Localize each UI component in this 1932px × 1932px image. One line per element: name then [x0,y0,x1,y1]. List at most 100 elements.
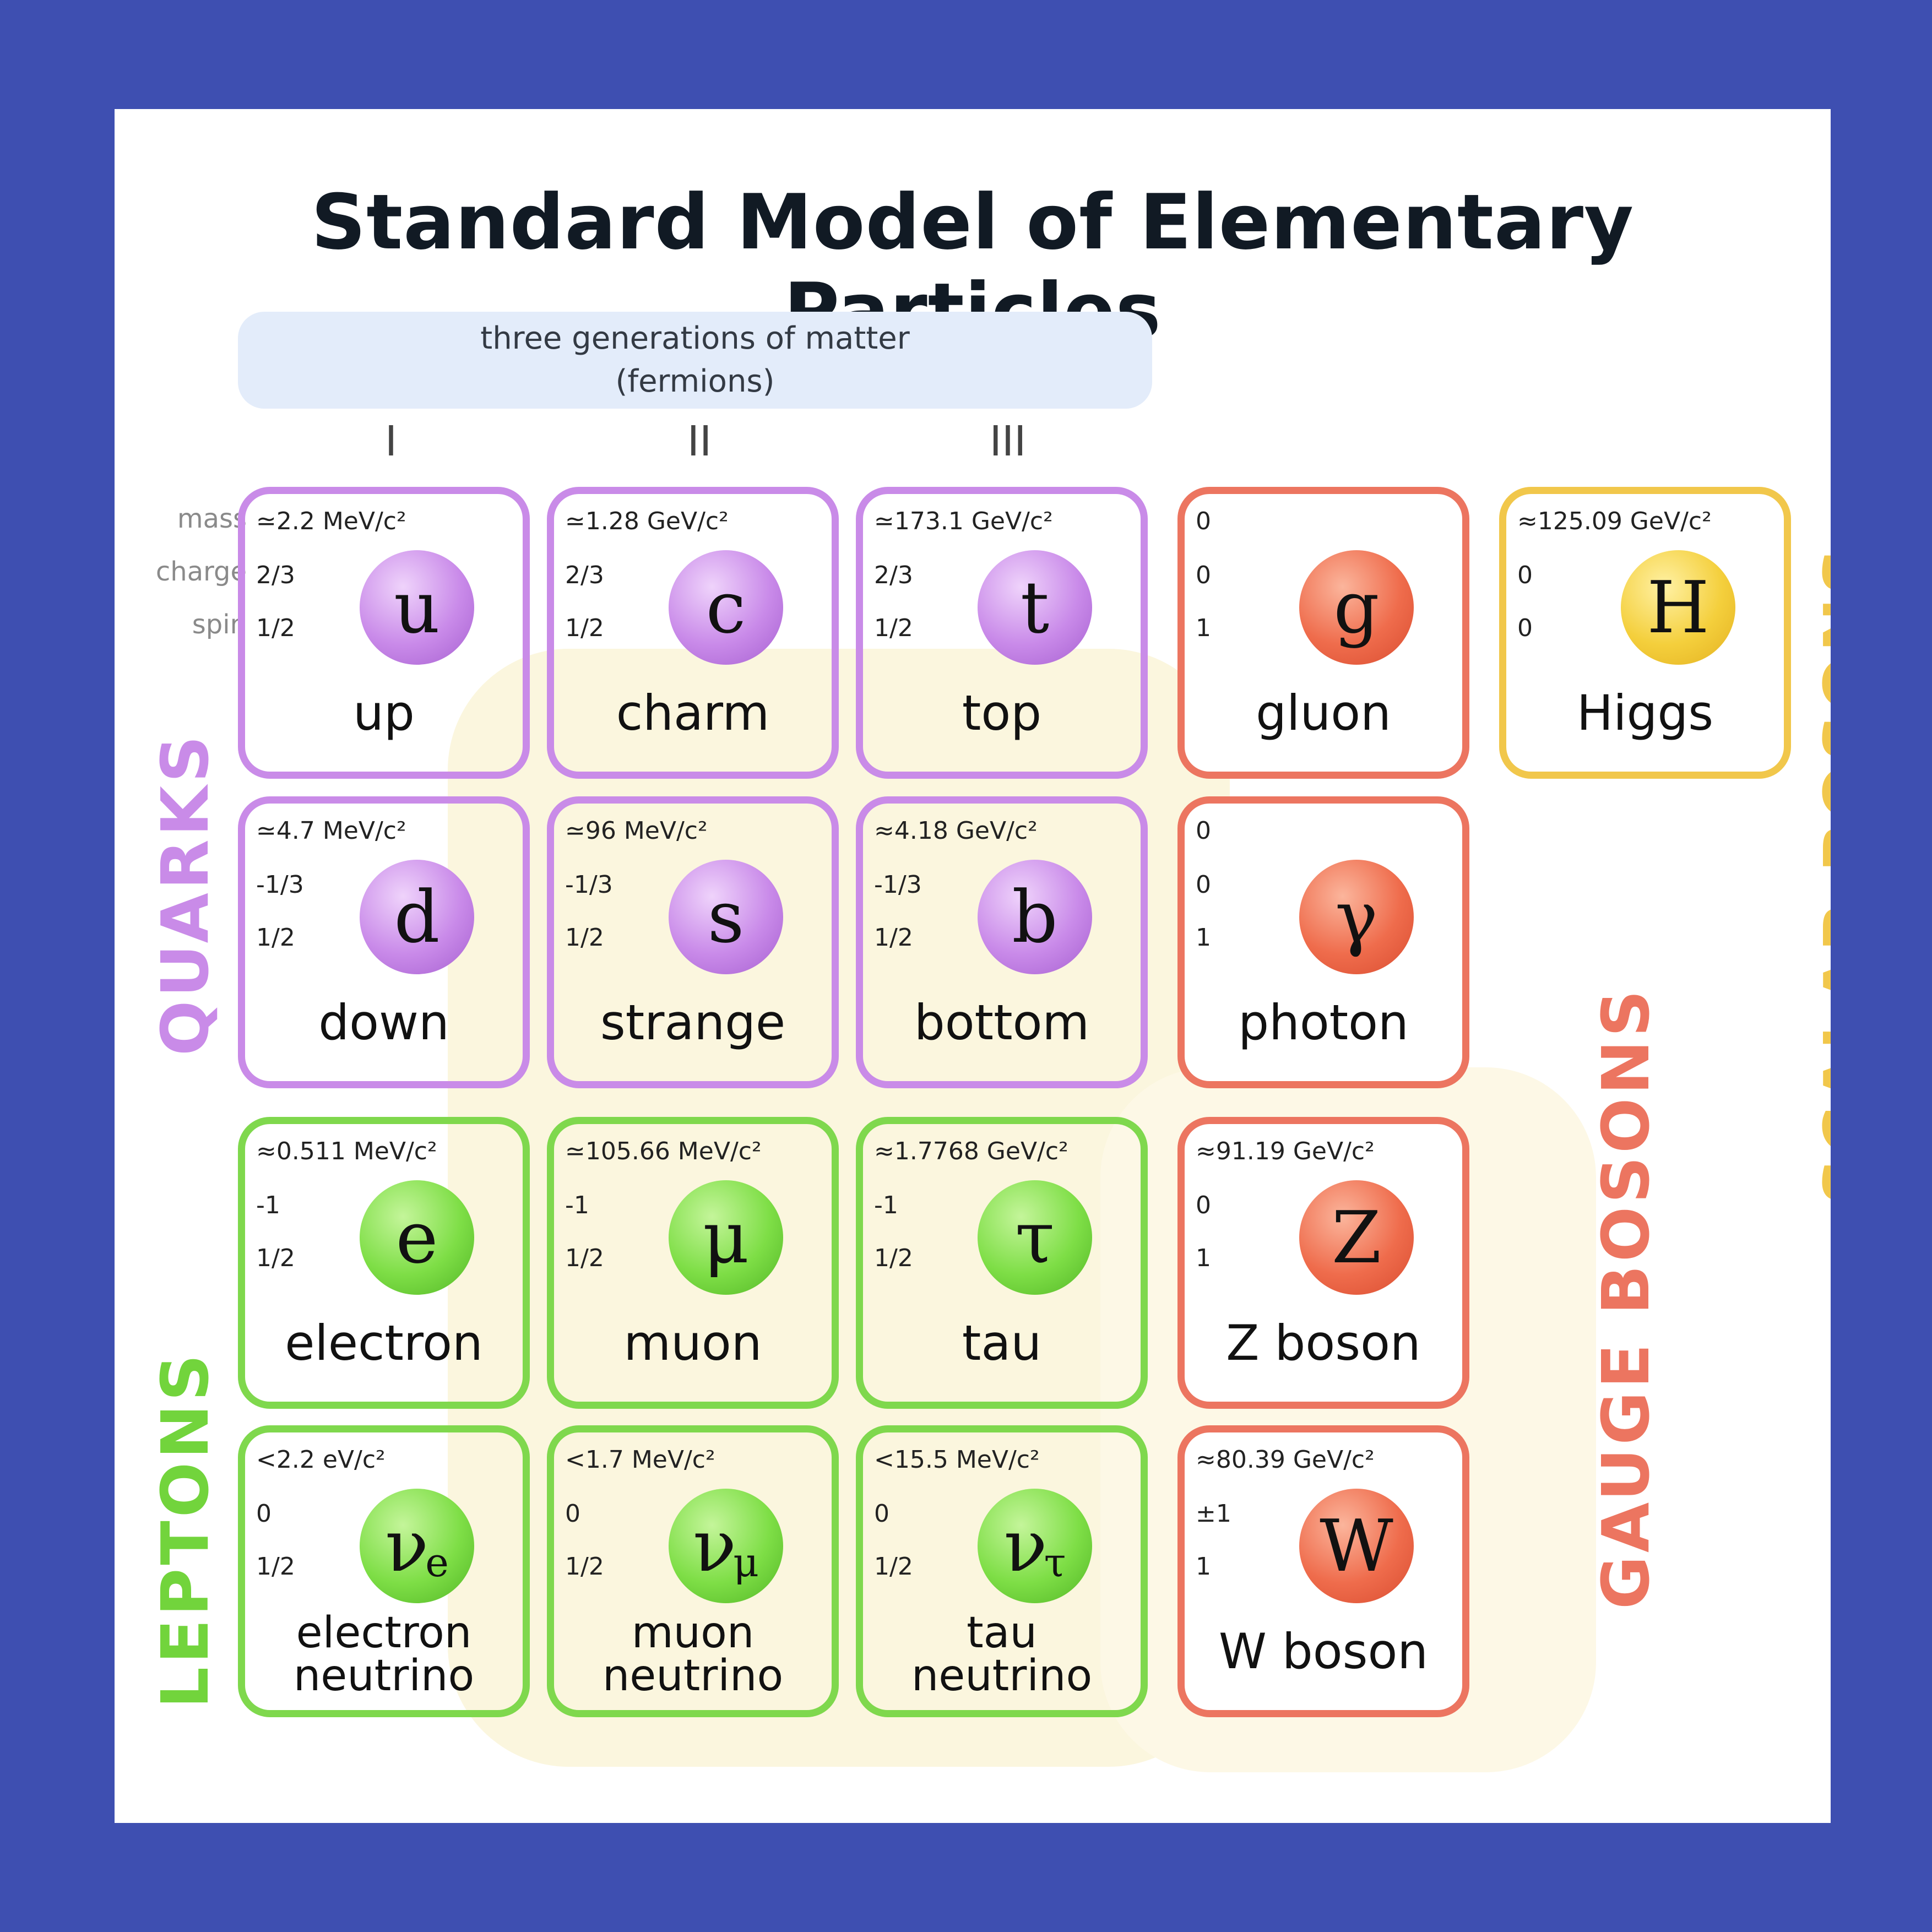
particle-card-strange[interactable]: ≃96 MeV/c² -1/3 1/2 s strange [547,796,839,1088]
particle-card-tau[interactable]: ≈1.7768 GeV/c² -1 1/2 τ tau [856,1117,1148,1409]
spin-value: 1/2 [256,924,295,952]
symbol-main: ν [693,1504,737,1588]
mass-value: ≃173.1 GeV/c² [874,507,1053,535]
mass-value: ≃1.28 GeV/c² [565,507,729,535]
particle-card-muon[interactable]: ≃105.66 MeV/c² -1 1/2 μ muon [547,1117,839,1409]
particle-name-line2: neutrino [602,1651,784,1701]
charge-value: -1 [565,1191,589,1219]
particle-symbol: H [1621,550,1735,665]
row-label-charge: charge [155,556,247,587]
particle-name: bottom [914,994,1090,1051]
particle-card-up[interactable]: ≃2.2 MeV/c² 2/3 1/2 u up [238,487,530,779]
particle-symbol: t [978,550,1092,665]
mass-value: ≃2.2 MeV/c² [256,507,406,535]
particle-symbol: s [669,860,783,974]
mass-value: ≈80.39 GeV/c² [1196,1446,1375,1474]
symbol-main: ν [1003,1504,1048,1588]
charge-value: 0 [1196,1191,1211,1219]
charge-value: 0 [256,1500,272,1528]
charge-value: 0 [565,1500,580,1528]
particle-card-bottom[interactable]: ≈4.18 GeV/c² -1/3 1/2 b bottom [856,796,1148,1088]
particle-card-down[interactable]: ≃4.7 MeV/c² -1/3 1/2 d down [238,796,530,1088]
particle-card-w-boson[interactable]: ≈80.39 GeV/c² ±1 1 W W boson [1177,1425,1469,1717]
particle-name: W boson [1218,1623,1429,1680]
particle-name: strange [600,994,786,1051]
spin-value: 1 [1196,1244,1211,1272]
particle-name: muon neutrino [554,1611,832,1697]
charge-value: -1/3 [256,871,304,899]
particle-card-gluon[interactable]: 0 0 1 g gluon [1177,487,1469,779]
spin-value: 1/2 [874,1244,913,1272]
particle-symbol: g [1299,550,1414,665]
group-label-gauge-bosons: GAUGE BOSONS [1588,986,1664,1609]
spin-value: 1/2 [565,1553,604,1581]
mass-value: ≃96 MeV/c² [565,817,708,845]
spin-value: 1/2 [256,614,295,642]
spin-value: 0 [1517,614,1533,642]
spin-value: 1 [1196,924,1211,952]
spin-value: 1/2 [256,1244,295,1272]
row-label-mass: mass [177,503,247,534]
charge-value: 2/3 [565,561,604,589]
charge-value: -1/3 [874,871,922,899]
group-label-scalar-bosons: SCALAR BOSONS [1810,544,1831,1204]
particle-symbol: Z [1299,1180,1414,1295]
particle-name-line2: neutrino [911,1651,1093,1701]
particle-name: Z boson [1226,1315,1421,1371]
mass-value: <1.7 MeV/c² [565,1446,715,1474]
charge-value: 2/3 [874,561,913,589]
mass-value: ≈91.19 GeV/c² [1196,1137,1375,1165]
fermions-header-line2: (fermions) [615,363,775,399]
particle-card-higgs[interactable]: ≈125.09 GeV/c² 0 0 H Higgs [1499,487,1791,779]
mass-value: ≈4.18 GeV/c² [874,817,1038,845]
spin-value: 1/2 [565,1244,604,1272]
spin-value: 1 [1196,1553,1211,1581]
particle-name: tau [962,1315,1042,1371]
mass-value: ≃105.66 MeV/c² [565,1137,762,1165]
particle-symbol: γ [1299,860,1414,974]
generation-label-3: III [989,416,1027,465]
charge-value: ±1 [1196,1500,1231,1528]
particle-name-line1: muon [631,1608,755,1658]
particle-name: charm [616,685,770,741]
particle-name: gluon [1256,685,1391,741]
symbol-subscript: τ [1044,1539,1066,1586]
particle-name: electron neutrino [245,1611,523,1697]
spin-value: 1/2 [256,1553,295,1581]
particle-name-line1: electron [296,1608,472,1658]
particle-symbol: b [978,860,1092,974]
charge-value: -1/3 [565,871,613,899]
particle-card-top[interactable]: ≃173.1 GeV/c² 2/3 1/2 t top [856,487,1148,779]
particle-symbol: e [360,1180,474,1295]
chart-panel: Standard Model of Elementary Particles t… [115,109,1831,1823]
particle-card-electron[interactable]: ≈0.511 MeV/c² -1 1/2 e electron [238,1117,530,1409]
generations-background [448,649,1230,1767]
spin-value: 1/2 [565,614,604,642]
generation-label-1: I [384,416,398,465]
particle-card-z-boson[interactable]: ≈91.19 GeV/c² 0 1 Z Z boson [1177,1117,1469,1409]
particle-name: Higgs [1576,685,1714,741]
mass-value: ≈0.511 MeV/c² [256,1137,437,1165]
generation-label-2: II [687,416,712,465]
particle-card-charm[interactable]: ≃1.28 GeV/c² 2/3 1/2 c charm [547,487,839,779]
charge-value: -1 [256,1191,280,1219]
fermions-header-line1: three generations of matter [480,321,910,356]
particle-name: tau neutrino [863,1611,1141,1697]
charge-value: 2/3 [256,561,295,589]
particle-name: electron [285,1315,483,1371]
mass-value: ≈125.09 GeV/c² [1517,507,1712,535]
particle-name: top [962,685,1042,741]
symbol-subscript: μ [733,1539,759,1586]
charge-value: 0 [874,1500,889,1528]
spin-value: 1/2 [565,924,604,952]
particle-symbol: c [669,550,783,665]
symbol-main: ν [385,1504,429,1588]
particle-card-photon[interactable]: 0 0 1 γ photon [1177,796,1469,1088]
particle-symbol: W [1299,1489,1414,1603]
mass-value: ≃4.7 MeV/c² [256,817,406,845]
